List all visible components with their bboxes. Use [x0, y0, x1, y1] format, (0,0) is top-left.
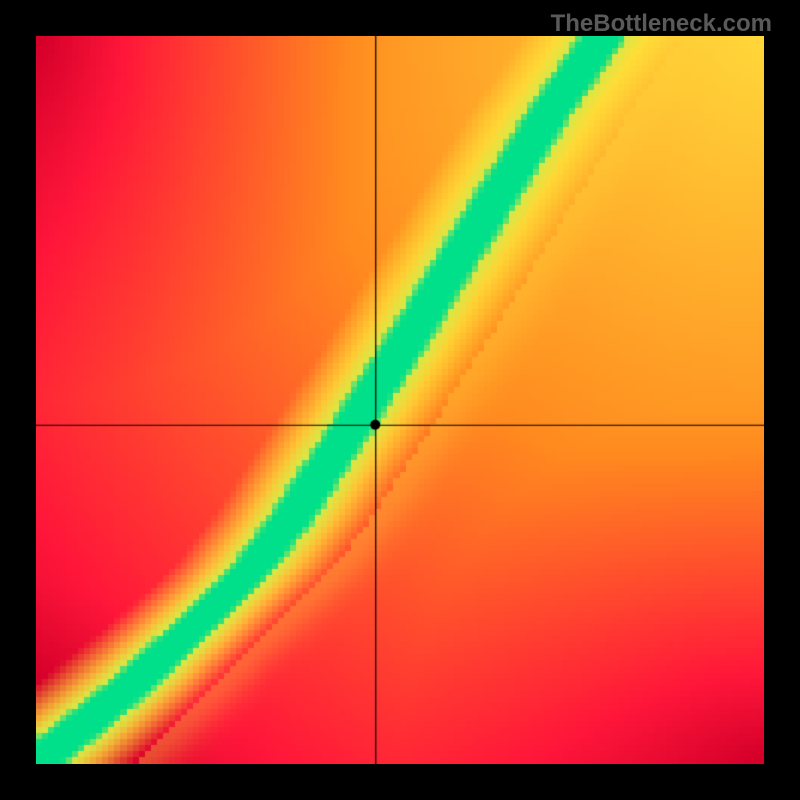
chart-container: TheBottleneck.com [0, 0, 800, 800]
watermark-text: TheBottleneck.com [551, 10, 772, 38]
bottleneck-heatmap [36, 36, 764, 764]
